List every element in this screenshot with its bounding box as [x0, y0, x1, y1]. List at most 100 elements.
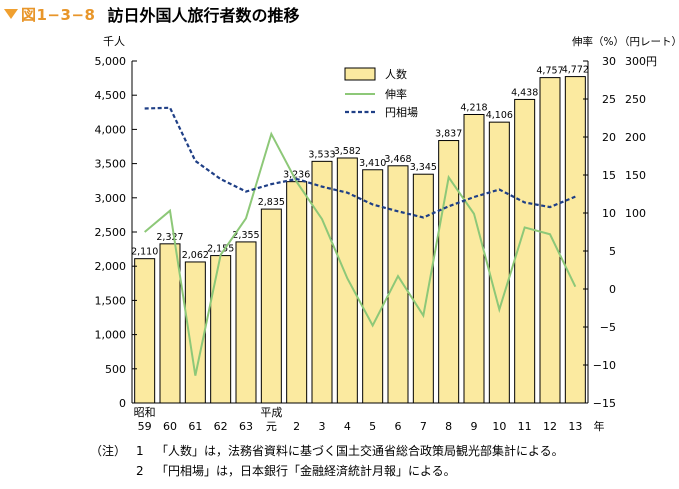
x-tick-era-label: 平成: [260, 406, 282, 419]
x-tick-label: 62: [214, 420, 228, 433]
left-tick-label: 2,000: [95, 260, 127, 273]
bar: [463, 113, 485, 404]
bar: [336, 157, 358, 404]
left-tick-label: 500: [105, 363, 126, 376]
rate-tick-label: 25: [602, 93, 616, 106]
rate-series-line: [144, 131, 577, 376]
note-number: 1: [136, 444, 144, 458]
rate-tick-label: 10: [602, 207, 616, 220]
figure-number: 図1−3−8: [21, 5, 96, 24]
bar: [412, 173, 434, 404]
note-text: 「円相場」は，日本銀行「金融経済統計月報」による。: [156, 464, 456, 478]
x-tick-label: 7: [420, 420, 427, 433]
yen-tick-label: 300円: [625, 55, 657, 68]
x-tick-label: 3: [319, 420, 326, 433]
bar-value-label: 3,837: [435, 129, 462, 140]
legend-label: 伸率: [385, 87, 407, 101]
bar-value-label: 2,062: [182, 250, 209, 261]
bar: [210, 255, 232, 404]
bar-value-label: 4,757: [536, 66, 563, 77]
x-tick-label: 9: [471, 420, 478, 433]
x-axis-unit: 年: [594, 419, 605, 433]
rate-tick-label: −10: [593, 359, 616, 372]
bar: [260, 208, 282, 404]
x-tick-era-label: 昭和: [134, 406, 156, 419]
bar-value-label: 3,468: [384, 154, 411, 165]
bar-value-label: 3,236: [283, 170, 310, 181]
yen-tick-label: 250: [625, 93, 646, 106]
yen-tick-label: 150: [625, 169, 646, 182]
chart-title: 訪日外国人旅行者数の推移: [107, 6, 300, 25]
bar-value-label: 2,835: [258, 197, 285, 208]
bar-value-label: 3,533: [308, 149, 335, 160]
bar-value-label: 4,772: [562, 65, 589, 76]
bar-value-label: 4,218: [460, 102, 487, 113]
bar: [159, 243, 181, 404]
left-tick-label: 4,500: [95, 89, 127, 102]
rate-tick-label: −5: [600, 321, 616, 334]
x-tick-label: 11: [518, 420, 532, 433]
notes: （注） 1 「人数」は，法務省資料に基づく国土交通省総合政策局観光部集計による。…: [90, 441, 564, 481]
triangle-marker-icon: [4, 9, 18, 19]
figure-title: 図1−3−8 訪日外国人旅行者数の推移: [4, 2, 299, 26]
note-text: 「人数」は，法務省資料に基づく国土交通省総合政策局観光部集計による。: [156, 444, 564, 458]
bar-value-label: 2,110: [131, 247, 158, 258]
note-item: （注） 1 「人数」は，法務省資料に基づく国土交通省総合政策局観光部集計による。: [90, 441, 564, 461]
rate-tick-label: −15: [593, 397, 616, 410]
x-tick-label: 5: [369, 420, 376, 433]
left-tick-label: 2,500: [95, 226, 127, 239]
legend-swatch-bar: [344, 67, 376, 81]
bar: [488, 121, 510, 404]
yen-axis-unit: （円レート）: [619, 36, 679, 48]
left-tick-label: 0: [119, 397, 126, 410]
bar: [564, 76, 586, 404]
x-tick-label: 6: [395, 420, 402, 433]
x-tick-label: 60: [163, 420, 177, 433]
bar-value-label: 3,582: [334, 146, 361, 157]
left-tick-label: 3,500: [95, 158, 127, 171]
bar: [286, 181, 308, 404]
x-tick-label: 63: [239, 420, 253, 433]
note-lead: （注）: [90, 444, 127, 458]
bar-value-label: 4,106: [486, 110, 513, 121]
x-tick-label: 59: [138, 420, 152, 433]
bar-value-label: 2,355: [232, 230, 259, 241]
left-axis-unit: 千人: [103, 35, 125, 48]
left-tick-label: 1,000: [95, 329, 127, 342]
rate-tick-label: 5: [609, 245, 616, 258]
rate-axis-unit: 伸率（%）: [572, 35, 624, 48]
bar: [134, 258, 156, 404]
left-tick-label: 4,000: [95, 123, 127, 136]
bar: [539, 77, 561, 404]
x-tick-label: 2: [293, 420, 300, 433]
rate-tick-label: 15: [602, 169, 616, 182]
x-tick-label: 61: [188, 420, 202, 433]
note-item: 2 「円相場」は，日本銀行「金融経済統計月報」による。: [90, 461, 564, 481]
left-tick-label: 3,000: [95, 192, 127, 205]
bar-value-label: 3,410: [359, 158, 386, 169]
x-tick-label: 4: [344, 420, 351, 433]
bar-value-label: 2,155: [207, 244, 234, 255]
rate-tick-label: 0: [609, 283, 616, 296]
bar: [235, 241, 257, 404]
yen-series-line: [144, 106, 576, 219]
x-tick-label: 13: [568, 420, 582, 433]
note-number: 2: [136, 464, 144, 478]
left-tick-label: 1,500: [95, 294, 127, 307]
legend-label: 円相場: [385, 106, 418, 119]
x-tick-label: 12: [543, 420, 557, 433]
rate-tick-label: 20: [602, 131, 616, 144]
yen-tick-label: 100: [625, 207, 646, 220]
yen-tick-label: 200: [625, 131, 646, 144]
bar: [311, 160, 333, 404]
left-tick-label: 5,000: [95, 55, 127, 68]
bar-value-label: 2,327: [156, 232, 183, 243]
legend-label: 人数: [385, 68, 407, 81]
x-tick-label: 10: [492, 420, 506, 433]
bar: [387, 165, 409, 404]
bar-value-label: 4,438: [511, 87, 538, 98]
x-tick-label: 元: [266, 420, 277, 433]
bar-value-label: 3,345: [410, 162, 437, 173]
rate-tick-label: 30: [602, 55, 616, 68]
